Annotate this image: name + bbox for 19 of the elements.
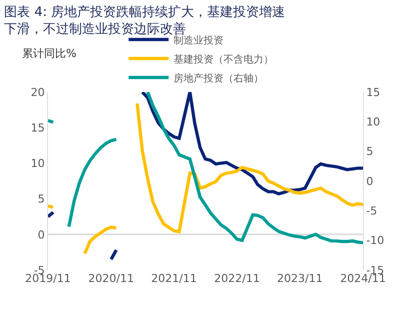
x-tick-label: 2022/11 — [214, 272, 260, 285]
y2-tick-label: -5 — [366, 204, 378, 218]
x-tick-label: 2023/11 — [277, 272, 323, 285]
legend-label: 基建投资（不含电力） — [174, 53, 274, 66]
legend-label: 制造业投资 — [174, 34, 224, 46]
y-axis-title: 累计同比% — [22, 47, 76, 60]
y-tick-label: 10 — [30, 157, 45, 170]
y-tick-label: 15 — [30, 121, 45, 134]
y2-tick-label: 5 — [366, 145, 374, 158]
legend-label: 房地产投资（右轴） — [174, 72, 264, 84]
y-tick-label: 0 — [38, 228, 45, 242]
x-tick-label: 2020/11 — [88, 272, 134, 285]
y2-tick-label: 15 — [366, 86, 380, 99]
y2-tick-label: 10 — [366, 116, 380, 129]
x-tick-label: 2021/11 — [151, 272, 197, 285]
y2-tick-label: 0 — [366, 174, 374, 188]
y-tick-label: 5 — [38, 192, 45, 206]
y-tick-label: 20 — [30, 86, 45, 99]
y2-tick-label: -10 — [366, 234, 384, 248]
